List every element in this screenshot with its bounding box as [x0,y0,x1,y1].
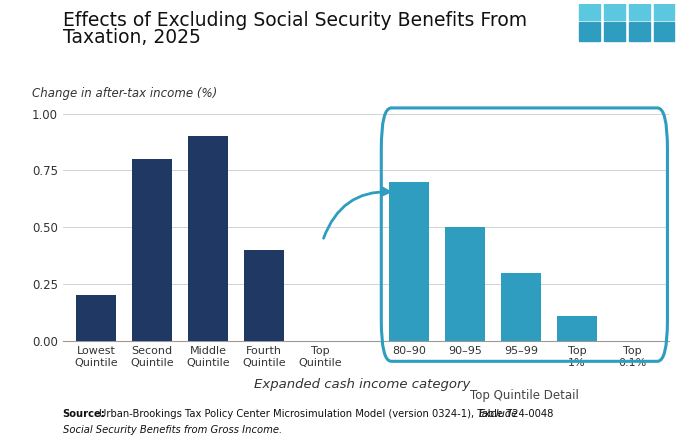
Bar [389,182,429,341]
Text: Expanded cash income category: Expanded cash income category [254,378,470,391]
Text: Change in after-tax income (%): Change in after-tax income (%) [32,87,217,100]
Text: Source:: Source: [63,409,106,419]
Text: Taxation, 2025: Taxation, 2025 [63,28,201,47]
Text: Top Quintile Detail: Top Quintile Detail [470,388,579,402]
Bar [604,22,625,41]
Text: Urban-Brookings Tax Policy Center Microsimulation Model (version 0324-1), Table : Urban-Brookings Tax Policy Center Micros… [99,409,560,419]
Text: Effects of Excluding Social Security Benefits From: Effects of Excluding Social Security Ben… [63,11,527,30]
Bar [188,136,228,341]
Bar [654,22,675,41]
Bar [557,316,597,341]
Bar [629,22,650,41]
Bar [579,0,600,20]
Text: Exclude: Exclude [479,409,518,419]
Bar [654,0,675,20]
Bar [604,0,625,20]
Bar [132,159,172,341]
Bar [76,295,116,341]
Text: Social Security Benefits from Gross Income.: Social Security Benefits from Gross Inco… [63,425,282,435]
Bar [244,250,284,341]
Bar [629,0,650,20]
Bar [501,273,541,341]
Bar [445,227,485,341]
Text: TPC: TPC [606,48,652,67]
Bar [579,22,600,41]
